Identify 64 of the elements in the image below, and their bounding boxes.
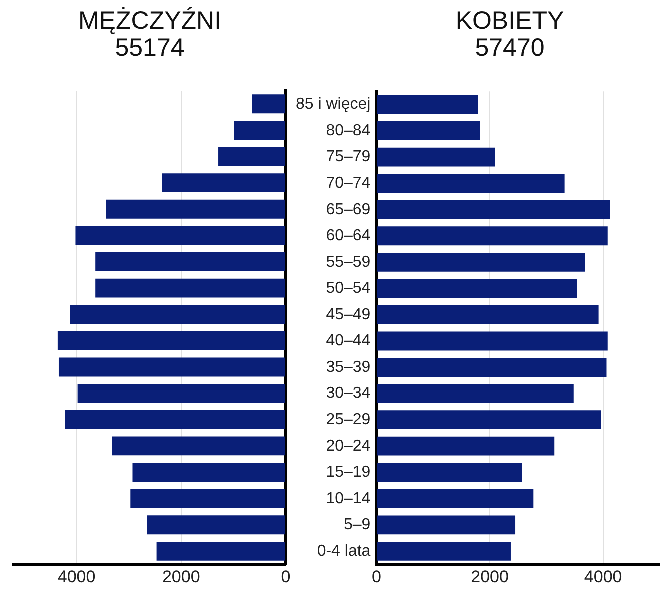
y-tick-label: 70–74 (326, 174, 371, 192)
y-tick-label: 80–84 (326, 122, 371, 140)
bar (147, 516, 286, 535)
y-tick-label: 75–79 (326, 148, 371, 166)
x-tick-label: 2000 (162, 567, 200, 586)
chart-title: KOBIETY (454, 7, 566, 35)
y-tick-label: 25–29 (326, 411, 371, 428)
x-tick-label: 0 (372, 567, 382, 586)
y-tick-label: 20–24 (326, 438, 371, 455)
y-tick-label: 65–69 (326, 201, 371, 218)
bar (377, 174, 565, 194)
y-tick-label: 5–9 (344, 516, 371, 534)
bar (377, 358, 607, 377)
bar (377, 410, 602, 430)
bar (58, 358, 286, 377)
y-tick-label: 40–44 (326, 332, 371, 350)
bar (234, 120, 286, 140)
bar (78, 384, 286, 404)
bar (218, 147, 286, 166)
bar (96, 252, 286, 272)
chart-subtitle: 55174 (115, 34, 185, 62)
y-tick-label: 55–59 (326, 254, 371, 271)
x-tick-label: 0 (281, 567, 291, 586)
bar (58, 331, 286, 350)
y-tick-label: 60–64 (326, 228, 371, 245)
chart-subtitle: 57470 (474, 34, 546, 62)
y-tick-label: 45–49 (326, 306, 371, 324)
y-tick-label: 85 i więcej (296, 96, 371, 114)
bar (377, 148, 496, 167)
bar (377, 489, 534, 508)
bar (96, 278, 286, 298)
bar (377, 200, 610, 220)
bar (377, 306, 599, 324)
y-tick-label: 30–34 (326, 385, 371, 402)
bar (377, 252, 586, 272)
bar (377, 516, 516, 535)
y-tick-label: 15–19 (326, 464, 371, 482)
bar (377, 332, 608, 351)
y-tick-label: 10–14 (326, 490, 371, 508)
bar (76, 226, 286, 246)
x-tick-label: 4000 (584, 567, 622, 586)
bar (70, 305, 286, 324)
bar (377, 95, 478, 114)
bar (162, 174, 286, 193)
bar (130, 489, 286, 508)
y-tick-label: 35–39 (326, 358, 371, 376)
bar (65, 410, 286, 430)
bar (377, 463, 522, 482)
bar (377, 436, 555, 456)
bar (112, 436, 286, 456)
bar (377, 384, 574, 404)
bar (377, 279, 578, 298)
bar (106, 200, 286, 219)
y-tick-label: 50–54 (326, 280, 371, 298)
bar (132, 463, 286, 482)
y-tick-label: 0-4 lata (317, 542, 371, 560)
bar (377, 122, 480, 140)
x-tick-label: 4000 (58, 567, 96, 586)
bar (377, 226, 608, 246)
x-tick-label: 2000 (471, 567, 509, 586)
bar (252, 94, 286, 114)
bar (156, 542, 286, 561)
chart-title: MĘŻCZYŹNI (77, 7, 223, 35)
bar (377, 542, 511, 561)
